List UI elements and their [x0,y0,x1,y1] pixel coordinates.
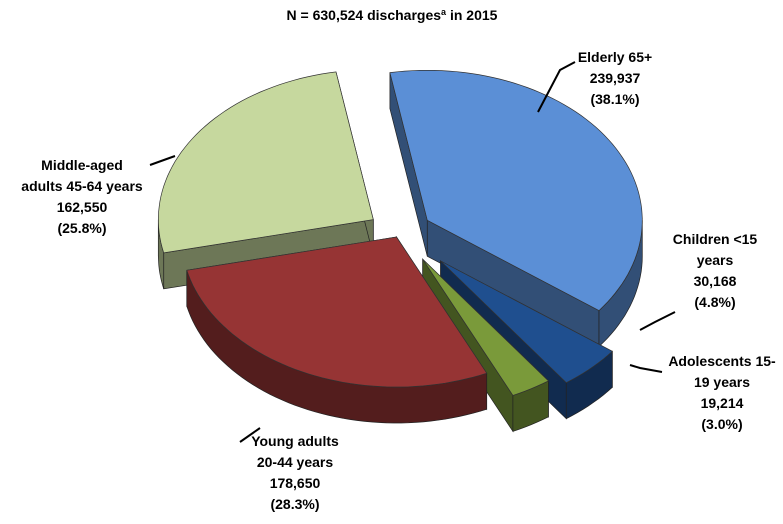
slice [422,258,550,396]
value-label: 162,550 [57,199,108,215]
title-main: N = 630,524 discharges [287,7,442,23]
slice-label: Children <15 [673,231,758,247]
percent-label: (28.3%) [270,496,319,512]
slice-label: years [697,252,734,268]
slice-label: 19 years [694,374,750,390]
title-superscript: a [441,7,447,17]
leader-line [239,427,261,443]
slice-label: 20-44 years [257,454,334,470]
slice [158,71,374,254]
value-label: 30,168 [694,273,737,289]
slice [186,236,488,388]
percent-label: (25.8%) [57,220,106,236]
percent-label: (4.8%) [694,294,735,310]
labels: Elderly 65+ 239,937 (38.1%) Children <15 yea… [21,49,776,512]
leader-line [639,311,676,331]
leader-line [537,61,576,113]
leader-line [629,364,663,373]
slice [440,260,613,384]
slice [389,69,643,312]
chart-title: N = 630,524 dischargesa in 2015 [287,7,498,23]
percent-label: (38.1%) [590,91,639,107]
slice-label: Young adults [251,433,339,449]
value-label: 239,937 [590,70,641,86]
slice-label: Elderly 65+ [578,49,652,65]
pie [157,69,643,433]
slice-label: Middle-aged [41,157,123,173]
percent-label: (3.0%) [701,416,742,432]
value-label: 19,214 [701,395,744,411]
value-label: 178,650 [270,475,321,491]
title-suffix: in 2015 [446,7,498,23]
leader-line [149,155,176,166]
slice-label: Adolescents 15- [668,353,776,369]
slice-label: adults 45-64 years [21,178,143,194]
